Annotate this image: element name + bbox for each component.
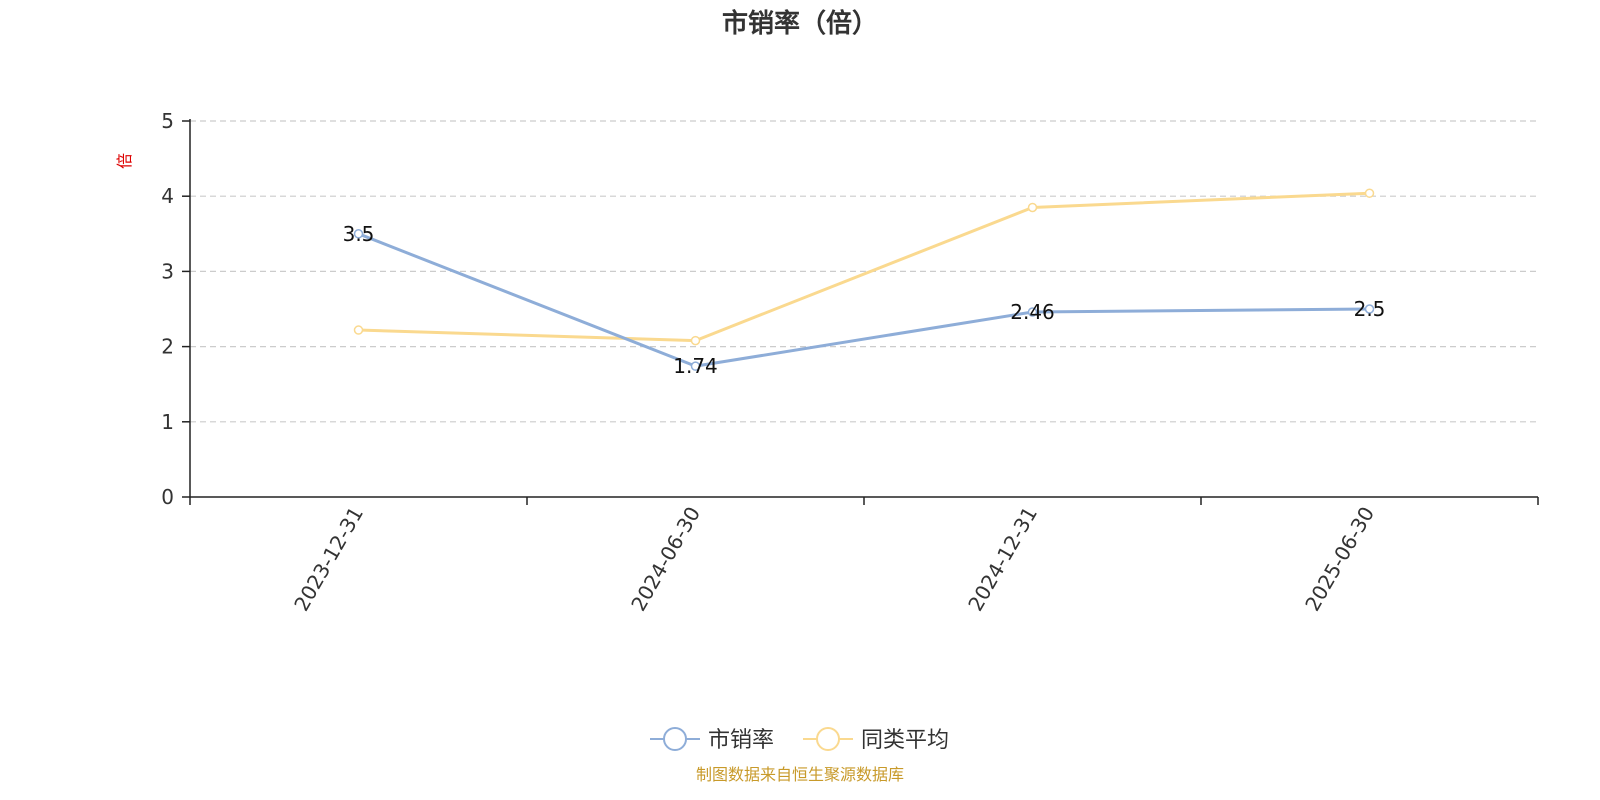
- data-label: 3.5: [343, 222, 375, 246]
- legend-label: 市销率: [708, 728, 774, 753]
- data-point: [690, 361, 701, 371]
- y-tick-label: 4: [161, 184, 174, 208]
- legend-item-1[interactable]: 市销率: [650, 727, 774, 753]
- series-line-2: [358, 191, 1370, 343]
- grid-lines: [190, 120, 1538, 423]
- x-tick-label: 2025-06-30: [1300, 503, 1379, 616]
- data-labels: 3.5 1.74 2.46 2.5: [343, 222, 1386, 378]
- axes: [182, 119, 1539, 505]
- data-point: [1027, 202, 1038, 213]
- series-line-1: [357, 232, 1370, 368]
- legend[interactable]: 市销率 同类平均: [650, 727, 949, 753]
- series-lines: [353, 188, 1375, 371]
- x-tick-label: 2023-12-31: [289, 503, 368, 616]
- y-axis-label: 倍: [115, 153, 134, 169]
- x-tick-label: 2024-12-31: [963, 503, 1042, 616]
- data-point: [353, 229, 364, 239]
- y-tick-labels: 0 1 2 3 4 5: [161, 109, 174, 509]
- source-note: 制图数据来自恒生聚源数据库: [696, 765, 904, 784]
- data-point: [1027, 307, 1038, 317]
- data-point: [690, 335, 701, 346]
- y-tick-label: 2: [161, 335, 174, 359]
- legend-circle-icon: [663, 727, 687, 751]
- x-tick-label: 2024-06-30: [626, 503, 705, 616]
- y-tick-label: 1: [161, 410, 174, 434]
- data-label: 1.74: [673, 354, 718, 378]
- y-tick-label: 3: [161, 259, 174, 283]
- data-label: 2.46: [1010, 300, 1055, 324]
- data-point: [1364, 188, 1375, 198]
- legend-item-2[interactable]: 同类平均: [803, 727, 949, 753]
- data-point: [1364, 304, 1375, 314]
- y-tick-label: 0: [161, 485, 174, 509]
- data-point: [353, 325, 364, 335]
- data-label: 2.5: [1354, 297, 1386, 321]
- legend-circle-icon: [816, 727, 840, 751]
- y-tick-label: 5: [161, 109, 174, 133]
- x-tick-labels: 2023-12-31 2024-06-30 2024-12-31 2025-06-30: [289, 503, 1379, 616]
- chart-title: 市销率（倍）: [722, 8, 878, 39]
- legend-label: 同类平均: [861, 728, 949, 753]
